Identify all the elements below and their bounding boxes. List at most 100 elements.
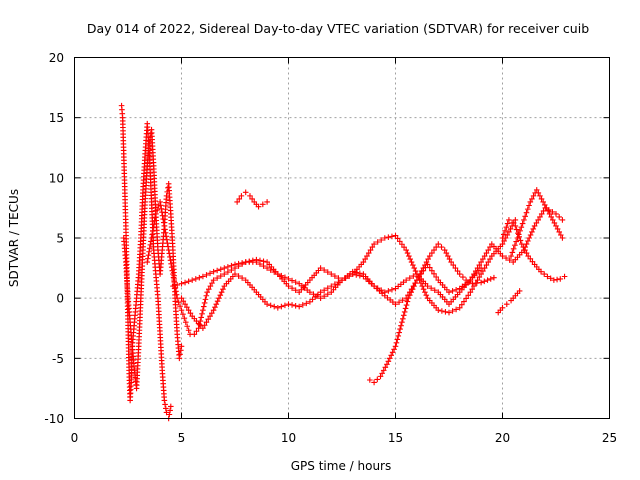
plus-marker	[182, 279, 188, 286]
plus-marker	[163, 193, 170, 199]
plus-marker	[392, 343, 399, 350]
plus-marker	[503, 301, 510, 307]
data-points	[118, 102, 568, 422]
plus-marker	[487, 276, 494, 282]
plus-marker	[165, 185, 171, 191]
plus-marker	[551, 277, 557, 283]
plus-marker	[478, 279, 484, 286]
plus-marker	[503, 255, 509, 261]
plus-marker	[349, 271, 356, 277]
plus-marker	[203, 272, 210, 278]
plus-marker	[168, 403, 174, 410]
plus-marker	[168, 264, 175, 271]
y-tick-label: -5	[52, 352, 64, 366]
plus-marker	[480, 256, 486, 262]
plus-marker	[426, 264, 433, 271]
series-arc-h	[495, 288, 523, 316]
chart-title: Day 014 of 2022, Sidereal Day-to-day VTE…	[87, 21, 589, 36]
plus-marker	[324, 291, 331, 297]
plus-marker	[151, 218, 158, 224]
plus-marker	[441, 247, 448, 253]
plus-marker	[178, 307, 185, 313]
plus-marker	[408, 289, 414, 295]
series-arc-j	[508, 187, 566, 259]
plus-marker	[214, 298, 221, 304]
x-tick-label: 25	[602, 431, 617, 445]
plus-marker	[154, 207, 161, 213]
plus-marker	[201, 322, 208, 329]
plus-marker	[169, 267, 176, 274]
x-tick-label: 5	[178, 431, 186, 445]
plus-marker	[426, 253, 433, 259]
plus-marker	[234, 199, 240, 205]
series-arc-g	[367, 241, 497, 386]
plus-marker	[446, 256, 453, 262]
plus-marker	[264, 199, 270, 205]
plus-marker	[408, 259, 415, 265]
plus-marker	[553, 211, 559, 217]
plus-marker	[176, 355, 183, 362]
plus-marker	[529, 196, 535, 202]
plus-marker	[399, 241, 405, 248]
y-tick-label: 20	[49, 51, 64, 65]
plus-marker	[167, 254, 173, 260]
plus-marker	[170, 271, 176, 277]
plus-marker	[399, 297, 406, 303]
plus-marker	[476, 262, 483, 268]
plus-marker	[487, 256, 493, 262]
plus-marker	[385, 288, 392, 294]
plus-marker	[386, 355, 393, 362]
plus-marker	[467, 289, 474, 295]
plus-marker	[264, 301, 270, 307]
plus-marker	[399, 319, 405, 326]
plus-marker	[403, 247, 409, 253]
plus-marker	[529, 258, 536, 265]
plus-marker	[202, 296, 209, 303]
plus-marker	[429, 250, 435, 256]
plus-marker	[364, 253, 370, 259]
plus-marker	[523, 209, 530, 216]
plus-marker	[342, 275, 349, 281]
series-arc-i	[499, 217, 568, 283]
series-arc-f	[234, 189, 270, 210]
plus-marker	[420, 265, 427, 271]
plus-marker	[371, 241, 377, 247]
plus-marker	[328, 271, 335, 277]
plus-marker	[163, 233, 170, 240]
y-tick-label: 10	[49, 171, 64, 185]
plus-marker	[405, 295, 412, 301]
plus-marker	[461, 298, 467, 305]
plus-marker	[170, 283, 176, 289]
plus-marker	[178, 343, 185, 350]
plus-marker	[398, 322, 404, 329]
plus-marker	[321, 267, 327, 273]
plus-marker	[199, 311, 205, 317]
plus-marker	[499, 304, 506, 311]
plus-marker	[207, 283, 214, 289]
plus-marker	[174, 282, 181, 288]
plus-marker	[481, 253, 488, 259]
plus-marker	[382, 364, 389, 371]
plus-marker	[217, 273, 224, 279]
x-axis-label: GPS time / hours	[291, 459, 392, 473]
plus-marker	[292, 279, 299, 285]
plus-marker	[431, 271, 437, 277]
plus-marker	[278, 272, 285, 279]
plus-marker	[448, 259, 454, 265]
plus-marker	[360, 259, 367, 265]
plus-marker	[159, 212, 166, 219]
plus-marker	[463, 295, 469, 302]
plus-marker	[257, 261, 263, 267]
plus-marker	[414, 277, 420, 283]
plus-marker	[271, 269, 278, 275]
x-tick-label: 20	[495, 431, 510, 445]
plus-marker	[499, 253, 506, 259]
plus-marker	[177, 347, 184, 354]
plus-marker	[465, 292, 472, 299]
plus-marker	[192, 276, 199, 282]
plus-marker	[537, 193, 543, 199]
plus-marker	[303, 300, 310, 307]
plus-marker	[285, 283, 292, 289]
plus-marker	[549, 209, 556, 215]
